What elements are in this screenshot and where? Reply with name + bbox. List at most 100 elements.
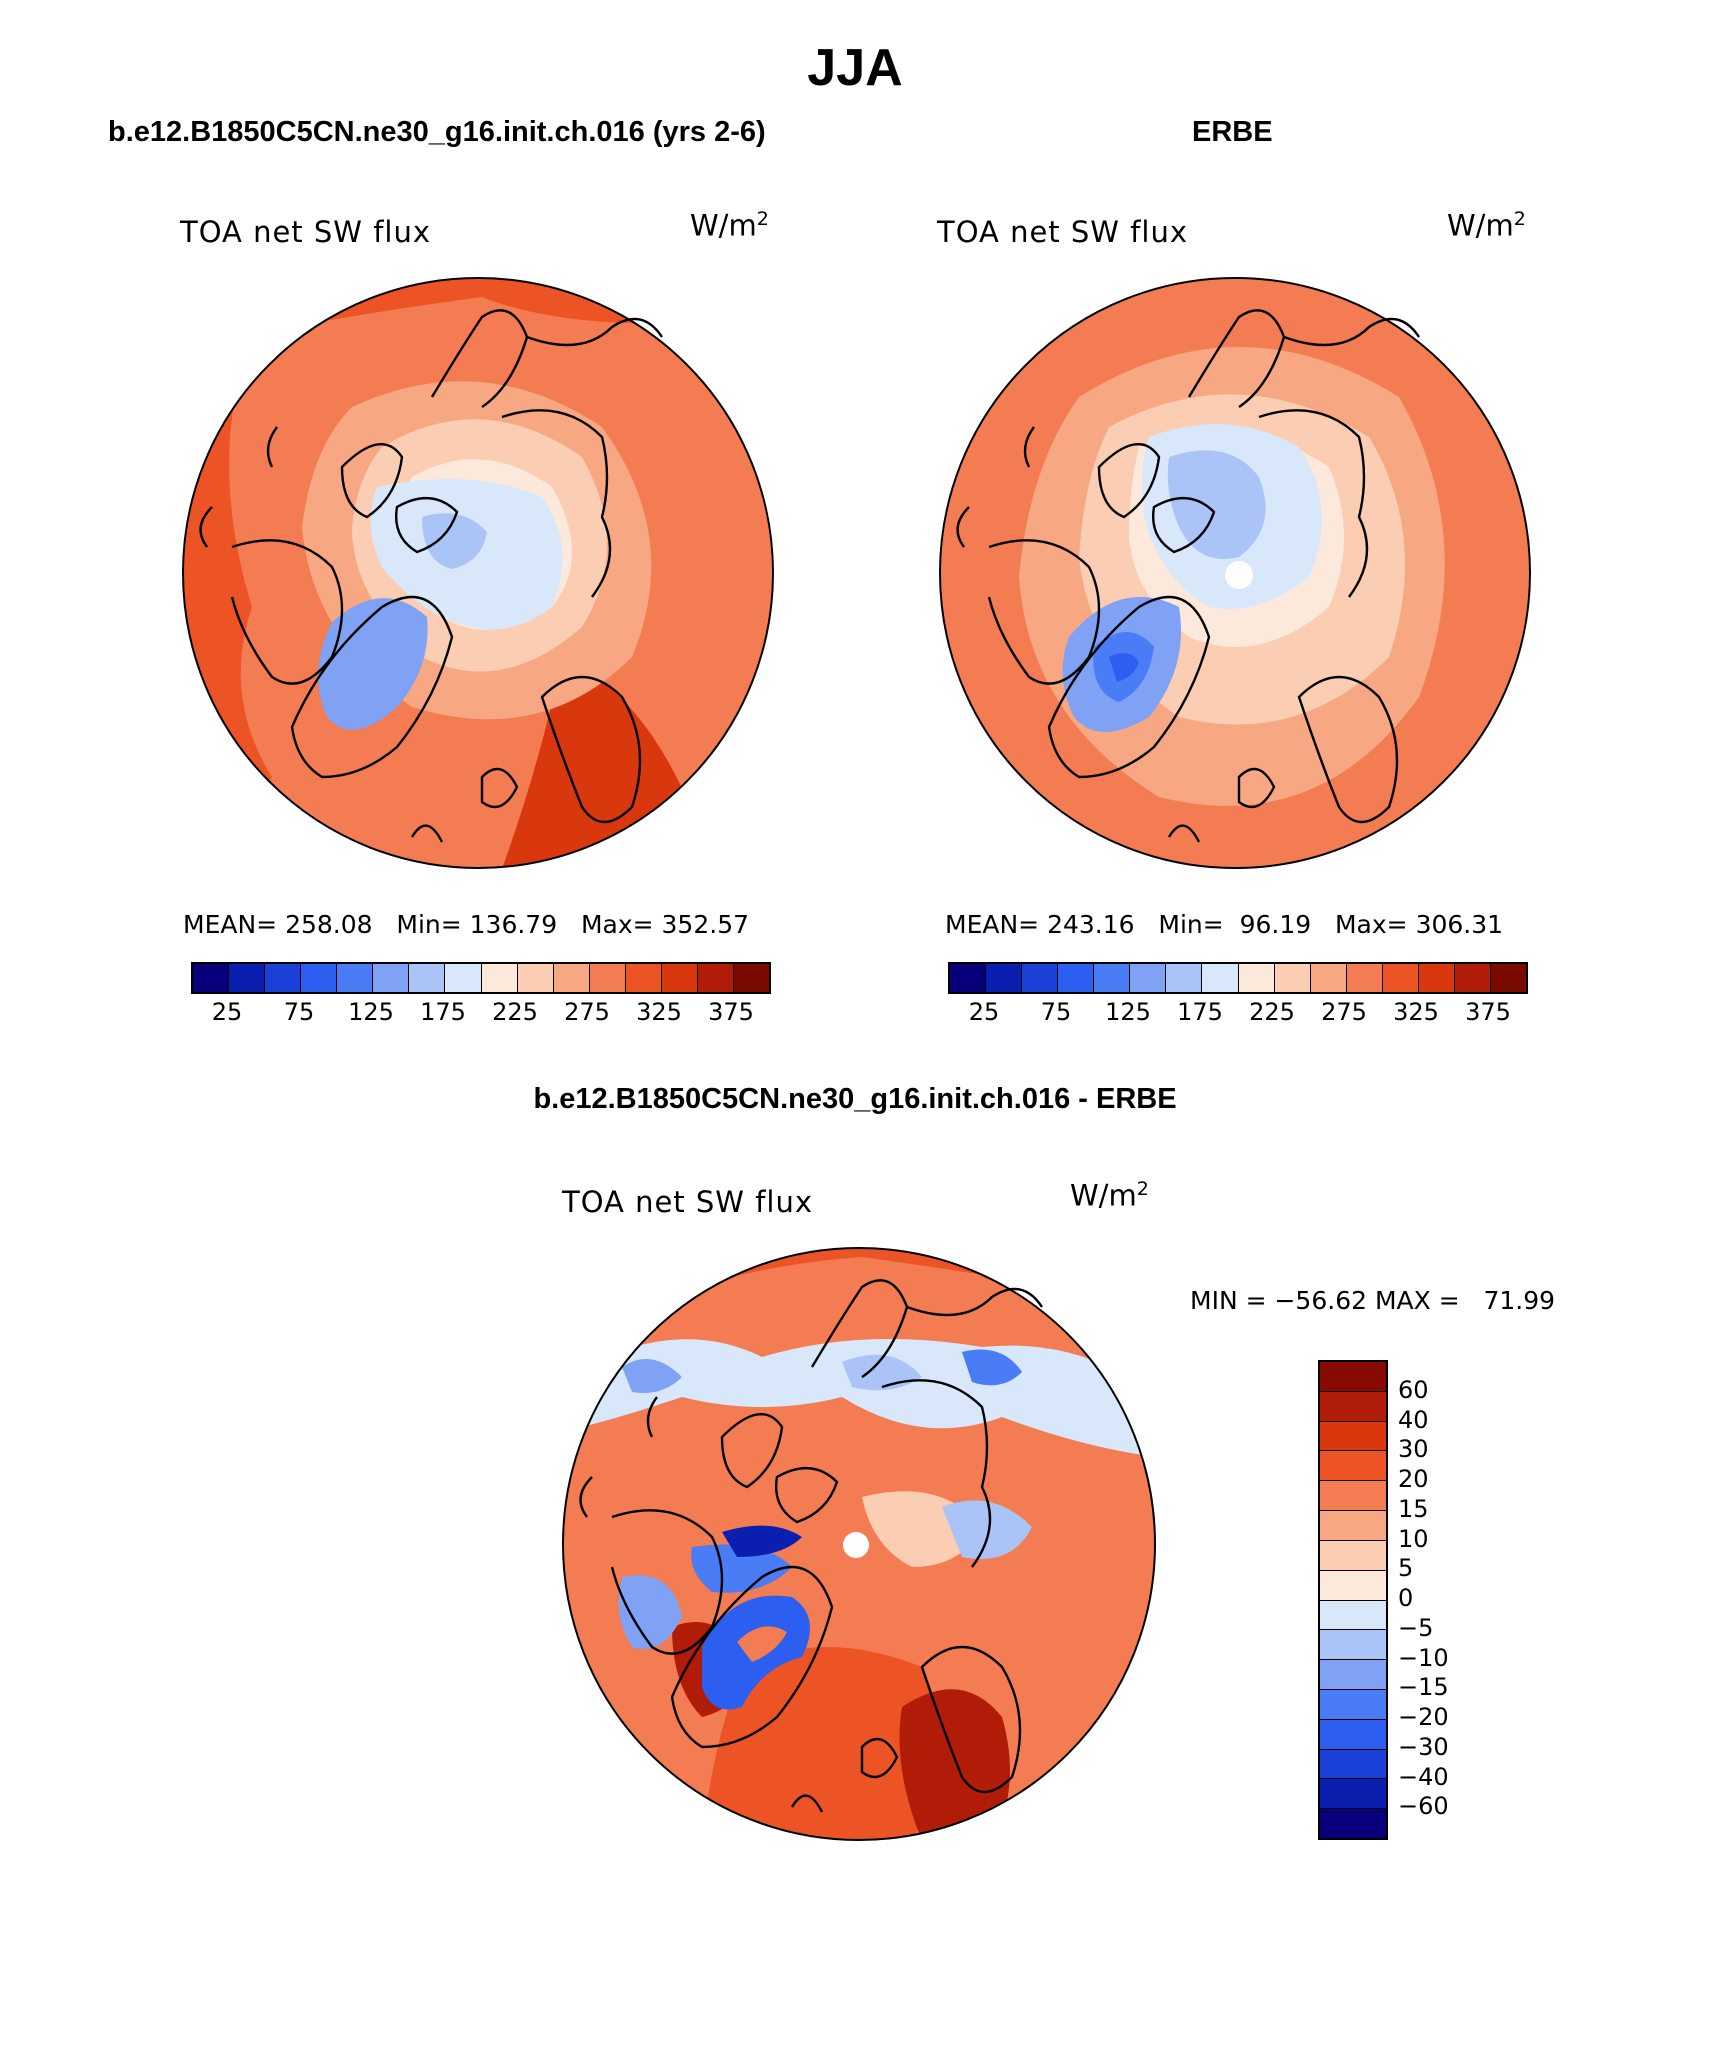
field-neg-3 [962,1349,1022,1386]
field-south-high [702,1647,940,1840]
colorbar-cell [1320,1779,1386,1810]
colorbar-cell [517,964,554,992]
colorbar-cell [301,964,338,992]
field-siberia-neg [942,1500,1032,1559]
colorbar-tick-label: 25 [211,998,243,1026]
panel-1-variable-label: TOA net SW flux [180,215,432,249]
colorbar-cell [1058,964,1095,992]
panel-1-title: b.e12.B1850C5CN.ne30_g16.init.ch.016 (yr… [108,116,766,148]
colorbar-cell [1320,1630,1386,1661]
colorbar-tick-label: 30 [1398,1435,1429,1464]
colorbar-cell [1202,964,1239,992]
colorbar-cell [1320,1421,1386,1452]
field-scandinavia-high [502,657,773,868]
colorbar-cell [337,964,374,992]
coastlines [199,309,663,843]
field-arctic-core [422,513,487,569]
colorbar-tick-label: 25 [968,998,1000,1026]
colorbar-cell [1320,1540,1386,1571]
panel-2-title: ERBE [1192,116,1273,148]
colorbar-tick-label: −15 [1398,1673,1449,1702]
colorbar-tick-label: −30 [1398,1732,1449,1761]
panel-1-polar-map [182,277,774,869]
colorbar-tick-label: 125 [348,998,394,1026]
panel-2-variable-label: TOA net SW flux [937,215,1189,249]
colorbar-tick-label: 175 [1177,998,1223,1026]
colorbar-tick-label: 225 [492,998,538,1026]
colorbar-tick-label: 10 [1398,1524,1429,1553]
field-canada-neg [691,1544,792,1593]
colorbar-tick-label: 125 [1105,998,1151,1026]
colorbar-cell [445,964,482,992]
colorbar-cell [1454,964,1491,992]
colorbar-cell [589,964,626,992]
colorbar-cell [1130,964,1167,992]
panel-1-units-label: W/m2 [690,208,769,243]
colorbar-cell [409,964,446,992]
colorbar-tick-label: 325 [636,998,682,1026]
colorbar-cell [697,964,734,992]
colorbar-cell [1320,1689,1386,1720]
panel-1-stats: MEAN= 258.08 Min= 136.79 Max= 352.57 [183,910,750,939]
colorbar-tick-label: 375 [708,998,754,1026]
colorbar-cell [661,964,698,992]
colorbar-cell [1274,964,1311,992]
field-greenland-inner [737,1626,787,1662]
panel-2-polar-map [939,277,1531,869]
colorbar-tick-label: 275 [564,998,610,1026]
colorbar-cell [1320,1719,1386,1750]
colorbar-tick-label: 375 [1465,998,1511,1026]
colorbar-cell [1320,1570,1386,1601]
colorbar-cell [1490,964,1526,992]
panel-2-units-label: W/m2 [1447,208,1526,243]
colorbar-tick-label: −60 [1398,1792,1449,1821]
colorbar-cell [1166,964,1203,992]
map-border [182,277,774,869]
field-scandinavia-high [899,1689,1010,1840]
colorbar-cell [1320,1451,1386,1482]
panel-3-stats: MIN = −56.62 MAX = 71.99 [1190,1286,1556,1315]
colorbar-tick-label: 0 [1398,1584,1414,1612]
pole-hole [1225,561,1253,589]
colorbar-cell [1094,964,1131,992]
colorbar-cell [986,964,1023,992]
colorbar-cell [1320,1511,1386,1541]
colorbar-tick-label: 75 [283,998,315,1026]
colorbar-cell [1320,1749,1386,1780]
colorbar-cell [733,964,769,992]
colorbar-cell [1418,964,1455,992]
colorbar-cell [1320,1660,1386,1690]
colorbar-cell [193,964,230,992]
map-border [562,1247,1156,1841]
map-border [939,277,1531,869]
panel-2-colorbar [948,962,1528,994]
field-neg-1 [622,1359,682,1393]
colorbar-tick-label: 275 [1321,998,1367,1026]
field-arch-neg [722,1525,802,1557]
panel-1-colorbar [191,962,771,994]
panel-3-title: b.e12.B1850C5CN.ne30_g16.init.ch.016 - E… [533,1083,1177,1115]
colorbar-cell [1310,964,1347,992]
panel-3-colorbar [1318,1360,1388,1840]
field-greenland-low [318,598,428,730]
colorbar-tick-label: −20 [1398,1703,1449,1731]
colorbar-cell [229,964,266,992]
panel-1-colorbar-ticks: 25 75 125 175 225 275 325 375 [191,998,767,1028]
colorbar-cell [1320,1362,1386,1392]
colorbar-tick-label: 5 [1398,1554,1414,1583]
colorbar-tick-label: 15 [1398,1494,1429,1523]
colorbar-cell [625,964,662,992]
coastlines [956,309,1420,843]
colorbar-tick-label: −10 [1398,1643,1449,1672]
colorbar-tick-label: −5 [1398,1613,1434,1642]
colorbar-tick-label: 75 [1040,998,1072,1026]
colorbar-cell [1238,964,1275,992]
colorbar-cell [1022,964,1059,992]
field-baffin-neg [618,1575,682,1649]
panel-2-stats: MEAN= 243.16 Min= 96.19 Max= 306.31 [945,910,1504,939]
colorbar-cell [1320,1391,1386,1422]
panel-3-variable-label: TOA net SW flux [562,1185,814,1219]
field-arctic-core [1167,450,1266,559]
colorbar-tick-label: 325 [1393,998,1439,1026]
colorbar-tick-label: 225 [1249,998,1295,1026]
